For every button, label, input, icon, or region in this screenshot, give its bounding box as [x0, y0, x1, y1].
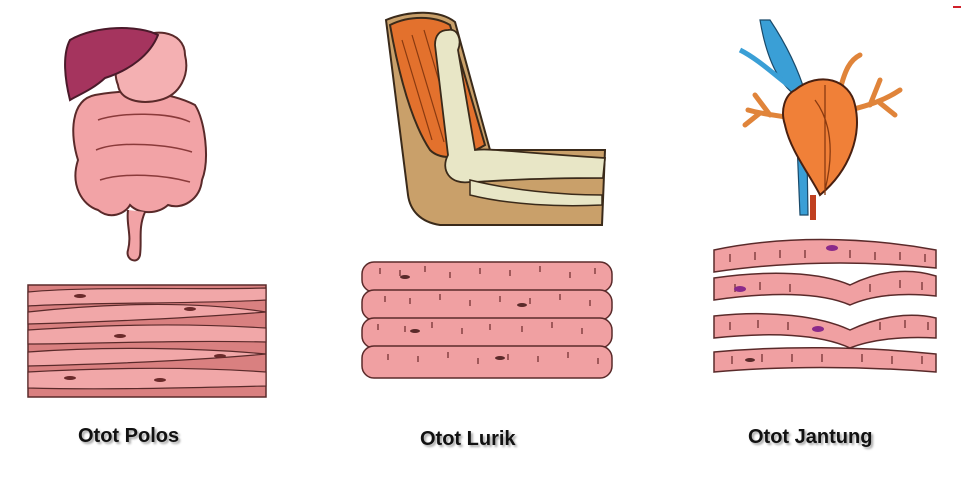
panel-smooth-muscle: Otot Polos [0, 0, 300, 479]
caption-skeletal-muscle: Otot Lurik [420, 428, 516, 450]
caption-smooth-muscle: Otot Polos [78, 425, 180, 447]
smooth-muscle-tissue [27, 284, 267, 398]
skeletal-muscle-tissue [361, 261, 613, 379]
panel-cardiac-muscle: Otot Jantung [700, 0, 967, 479]
arm-muscle-illustration [384, 11, 607, 226]
digestive-organs-illustration [64, 27, 207, 262]
cardiac-muscle-tissue [713, 238, 937, 373]
panel-skeletal-muscle: Otot Lurik [340, 0, 640, 479]
caption-cardiac-muscle: Otot Jantung [748, 426, 873, 448]
corner-mark [953, 6, 961, 8]
heart-illustration [738, 19, 903, 220]
